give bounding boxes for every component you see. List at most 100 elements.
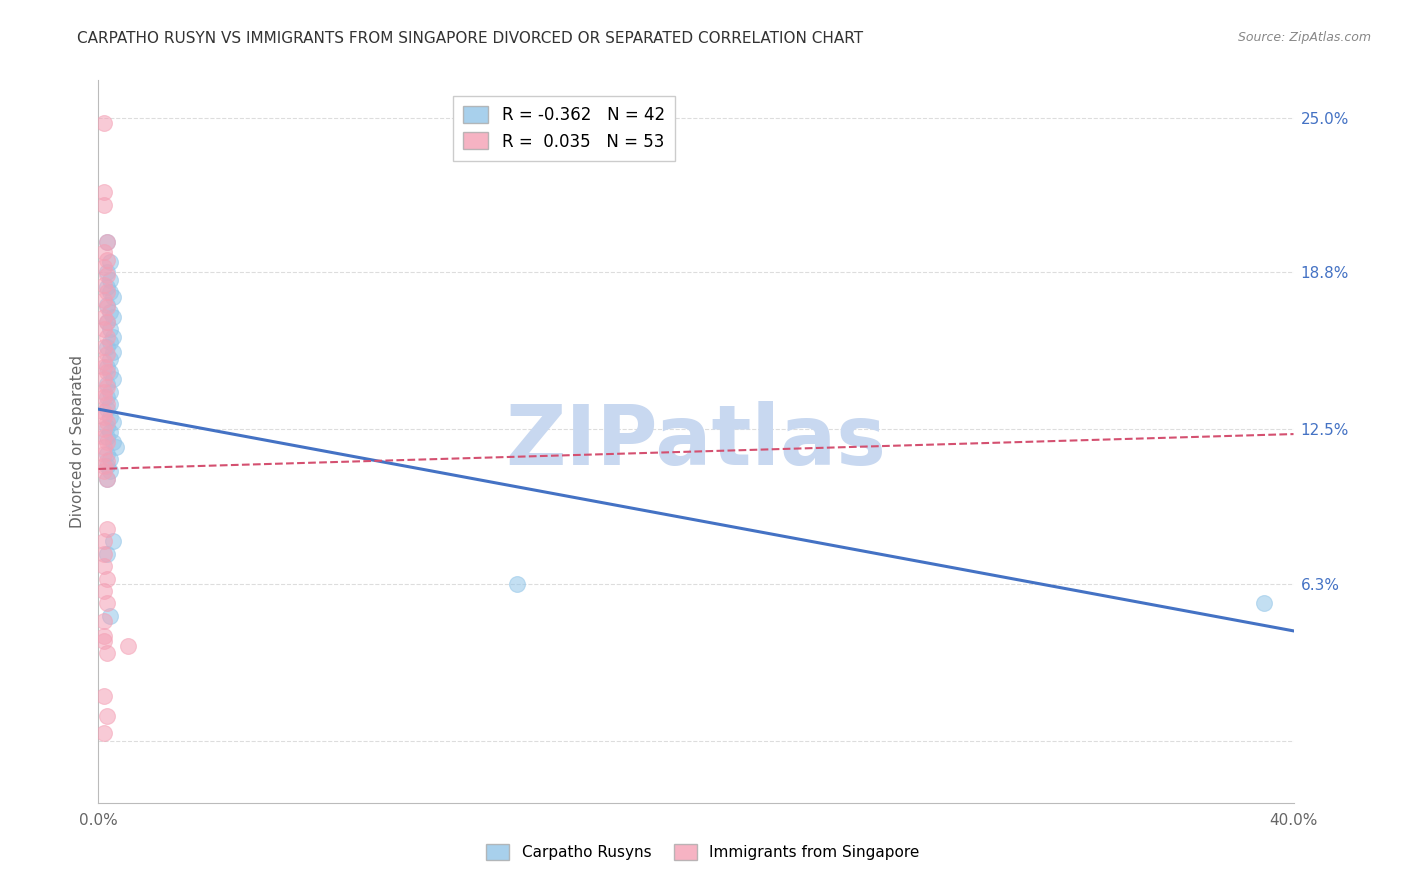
Point bbox=[93, 459, 115, 474]
Point bbox=[96, 397, 118, 411]
Point bbox=[96, 646, 118, 660]
Point bbox=[96, 300, 118, 314]
Text: Source: ZipAtlas.com: Source: ZipAtlas.com bbox=[1237, 31, 1371, 45]
Point bbox=[98, 452, 122, 467]
Legend: Carpatho Rusyns, Immigrants from Singapore: Carpatho Rusyns, Immigrants from Singapo… bbox=[481, 838, 925, 866]
Point bbox=[98, 285, 122, 299]
Point bbox=[96, 447, 118, 461]
Point bbox=[506, 576, 529, 591]
Point bbox=[1253, 597, 1275, 611]
Point bbox=[103, 534, 125, 549]
Point bbox=[96, 285, 118, 299]
Point bbox=[96, 340, 118, 354]
Point bbox=[98, 322, 122, 336]
Point bbox=[103, 310, 125, 324]
Text: 0.0%: 0.0% bbox=[79, 813, 118, 828]
Point bbox=[93, 198, 115, 212]
Point bbox=[96, 315, 118, 329]
Y-axis label: Divorced or Separated: Divorced or Separated bbox=[69, 355, 84, 528]
Point bbox=[96, 402, 118, 417]
Point bbox=[96, 419, 118, 434]
Point bbox=[93, 186, 115, 200]
Point bbox=[93, 115, 115, 129]
Point bbox=[93, 384, 115, 399]
Point bbox=[93, 409, 115, 424]
Point bbox=[96, 377, 118, 392]
Point bbox=[96, 280, 118, 294]
Point bbox=[93, 322, 115, 336]
Legend: R = -0.362   N = 42, R =  0.035   N = 53: R = -0.362 N = 42, R = 0.035 N = 53 bbox=[453, 95, 675, 161]
Point bbox=[93, 429, 115, 443]
Point bbox=[93, 359, 115, 374]
Text: 40.0%: 40.0% bbox=[1270, 813, 1317, 828]
Point bbox=[93, 260, 115, 274]
Point bbox=[93, 390, 115, 404]
Point bbox=[93, 584, 115, 599]
Point bbox=[96, 359, 118, 374]
Point bbox=[93, 355, 115, 369]
Point bbox=[93, 447, 115, 461]
Point bbox=[93, 277, 115, 292]
Point bbox=[96, 434, 118, 449]
Point bbox=[96, 235, 118, 250]
Point bbox=[96, 472, 118, 486]
Point bbox=[93, 547, 115, 561]
Point bbox=[96, 454, 118, 468]
Point bbox=[93, 726, 115, 740]
Point bbox=[93, 293, 115, 307]
Point bbox=[98, 465, 122, 479]
Point bbox=[98, 272, 122, 286]
Point bbox=[105, 440, 128, 454]
Point bbox=[98, 384, 122, 399]
Point bbox=[96, 330, 118, 344]
Point bbox=[93, 614, 115, 628]
Point bbox=[93, 629, 115, 643]
Point bbox=[96, 415, 118, 429]
Point bbox=[96, 297, 118, 311]
Point bbox=[103, 330, 125, 344]
Point bbox=[96, 315, 118, 329]
Point bbox=[93, 633, 115, 648]
Point bbox=[98, 352, 122, 367]
Point bbox=[96, 347, 118, 361]
Point bbox=[98, 365, 122, 379]
Point bbox=[117, 639, 139, 653]
Point bbox=[98, 409, 122, 424]
Text: CARPATHO RUSYN VS IMMIGRANTS FROM SINGAPORE DIVORCED OR SEPARATED CORRELATION CH: CARPATHO RUSYN VS IMMIGRANTS FROM SINGAP… bbox=[77, 31, 863, 46]
Point bbox=[96, 572, 118, 586]
Point bbox=[98, 305, 122, 319]
Point bbox=[96, 708, 118, 723]
Point bbox=[93, 440, 115, 454]
Point bbox=[96, 472, 118, 486]
Point bbox=[96, 547, 118, 561]
Point bbox=[96, 365, 118, 379]
Point bbox=[93, 310, 115, 324]
Point bbox=[93, 689, 115, 703]
Point bbox=[93, 404, 115, 418]
Point bbox=[93, 465, 115, 479]
Point bbox=[96, 268, 118, 282]
Point bbox=[96, 522, 118, 536]
Point bbox=[93, 372, 115, 386]
Point bbox=[103, 290, 125, 304]
Point bbox=[93, 245, 115, 260]
Point bbox=[98, 334, 122, 349]
Point bbox=[93, 340, 115, 354]
Point bbox=[103, 415, 125, 429]
Point bbox=[98, 397, 122, 411]
Text: ZIPatlas: ZIPatlas bbox=[506, 401, 886, 482]
Point bbox=[96, 390, 118, 404]
Point bbox=[96, 380, 118, 394]
Point bbox=[103, 372, 125, 386]
Point bbox=[96, 235, 118, 250]
Point bbox=[103, 434, 125, 449]
Point bbox=[93, 422, 115, 436]
Point bbox=[96, 265, 118, 279]
Point bbox=[93, 559, 115, 574]
Point bbox=[96, 459, 118, 474]
Point bbox=[93, 534, 115, 549]
Point bbox=[96, 252, 118, 267]
Point bbox=[98, 425, 122, 439]
Point bbox=[96, 597, 118, 611]
Point bbox=[103, 344, 125, 359]
